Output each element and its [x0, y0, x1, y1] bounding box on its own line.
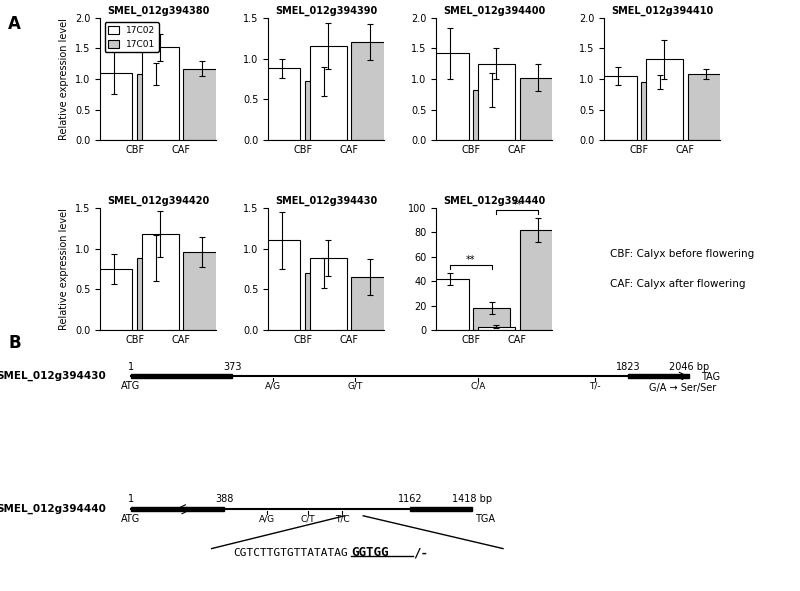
Bar [137, 74, 174, 140]
Bar [410, 507, 472, 511]
Bar [142, 234, 179, 330]
Bar [628, 374, 689, 378]
Text: T/C: T/C [334, 515, 350, 524]
Text: CAF: Calyx after flowering: CAF: Calyx after flowering [610, 279, 746, 288]
Bar [431, 53, 469, 140]
Title: SMEL_012g394410: SMEL_012g394410 [611, 5, 713, 16]
Bar [599, 76, 637, 140]
Bar [478, 64, 515, 140]
Text: SMEL_012g394440: SMEL_012g394440 [0, 504, 106, 514]
Bar [131, 374, 233, 378]
Text: 388: 388 [215, 495, 234, 505]
Bar [183, 69, 221, 140]
Text: A: A [8, 15, 21, 33]
Bar [310, 258, 347, 330]
Text: CBF: Calyx before flowering: CBF: Calyx before flowering [610, 249, 754, 259]
Text: 373: 373 [223, 362, 242, 372]
Text: **: ** [513, 200, 522, 210]
Title: SMEL_012g394400: SMEL_012g394400 [443, 5, 545, 16]
Y-axis label: Relative expression level: Relative expression level [59, 208, 70, 330]
Bar [351, 277, 389, 330]
Title: SMEL_012g394430: SMEL_012g394430 [275, 196, 377, 206]
Text: GGTGG: GGTGG [351, 547, 389, 560]
Bar [478, 327, 515, 330]
Text: 2046 bp: 2046 bp [669, 362, 709, 372]
Bar [263, 69, 301, 140]
Text: 1: 1 [128, 495, 134, 505]
Bar [646, 60, 683, 140]
Bar [351, 42, 389, 140]
Bar [431, 279, 469, 330]
Text: A/G: A/G [259, 515, 275, 524]
Y-axis label: Relative expression level: Relative expression level [59, 18, 70, 140]
Text: /-: /- [413, 547, 428, 560]
Bar [95, 269, 133, 330]
Bar [687, 74, 725, 140]
Bar [473, 90, 510, 140]
Text: CGTCTTGTGTTATATAG: CGTCTTGTGTTATATAG [234, 548, 348, 558]
Text: SMEL_012g394430: SMEL_012g394430 [0, 371, 106, 381]
Bar [519, 230, 557, 330]
Text: C/A: C/A [470, 381, 486, 390]
Bar [641, 82, 678, 140]
Text: G/T: G/T [347, 381, 363, 390]
Text: **: ** [466, 255, 475, 265]
Legend: 17C02, 17C01: 17C02, 17C01 [105, 22, 159, 52]
Text: TGA: TGA [475, 515, 495, 524]
Bar [183, 252, 221, 330]
Bar [310, 46, 347, 140]
Text: G/A → Ser/Ser: G/A → Ser/Ser [649, 384, 716, 394]
Text: ATG: ATG [122, 515, 141, 524]
Text: ATG: ATG [122, 381, 141, 391]
Title: SMEL_012g394440: SMEL_012g394440 [443, 196, 545, 206]
Bar [137, 258, 174, 330]
Text: 1: 1 [128, 362, 134, 372]
Text: 1418 bp: 1418 bp [452, 495, 492, 505]
Text: 1823: 1823 [615, 362, 640, 372]
Bar [305, 273, 342, 330]
Title: SMEL_012g394380: SMEL_012g394380 [106, 5, 209, 16]
Bar [263, 241, 301, 330]
Text: T/-: T/- [590, 381, 601, 390]
Bar [95, 73, 133, 140]
Bar [519, 78, 557, 140]
Text: B: B [8, 334, 21, 352]
Bar [305, 82, 342, 140]
Title: SMEL_012g394390: SMEL_012g394390 [275, 5, 377, 16]
Text: 1162: 1162 [398, 495, 422, 505]
Title: SMEL_012g394420: SMEL_012g394420 [107, 196, 209, 206]
Bar [473, 309, 510, 330]
Bar [131, 507, 224, 511]
Text: C/T: C/T [301, 515, 315, 524]
Bar [142, 47, 179, 140]
Text: TAG: TAG [701, 372, 720, 382]
Text: A/G: A/G [266, 381, 282, 390]
